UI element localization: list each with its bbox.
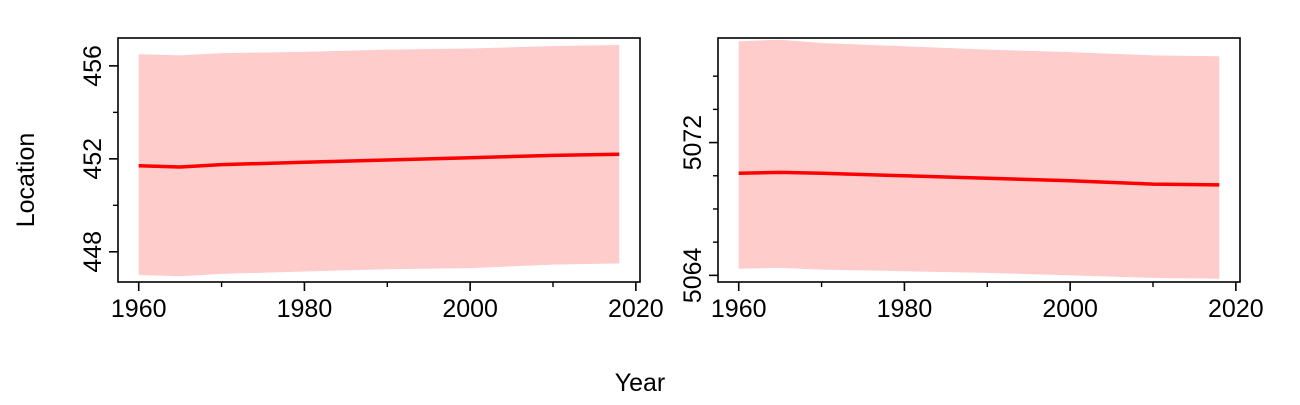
y-tick-label: 448 (79, 231, 107, 273)
y-axis-title: Location (12, 133, 40, 228)
y-tick-label: 456 (79, 45, 107, 87)
y-tick-label: 5072 (679, 115, 707, 171)
panel-left: 1960 1980 2000 2020 448 452 456 (79, 37, 664, 323)
x-tick-label: 2000 (442, 295, 498, 323)
x-axis-title: Year (615, 369, 666, 397)
plot-frame (717, 37, 1241, 283)
y-tick-label: 5064 (679, 248, 707, 304)
x-tick-label: 1960 (711, 295, 767, 323)
y-tick-label: 452 (79, 138, 107, 180)
x-tick-label: 1980 (877, 295, 933, 323)
x-tick-label: 1960 (111, 295, 167, 323)
plot-frame (117, 37, 641, 283)
panel-right: 1960 1980 2000 2020 5064 5072 (679, 37, 1264, 323)
estimate-line (138, 152, 620, 169)
x-tick-label: 1980 (277, 295, 333, 323)
confidence-band (738, 39, 1220, 279)
x-tick-label: 2020 (608, 295, 664, 323)
estimate-line (738, 170, 1220, 187)
x-tick-label: 2000 (1042, 295, 1098, 323)
x-tick-label: 2020 (1208, 295, 1264, 323)
